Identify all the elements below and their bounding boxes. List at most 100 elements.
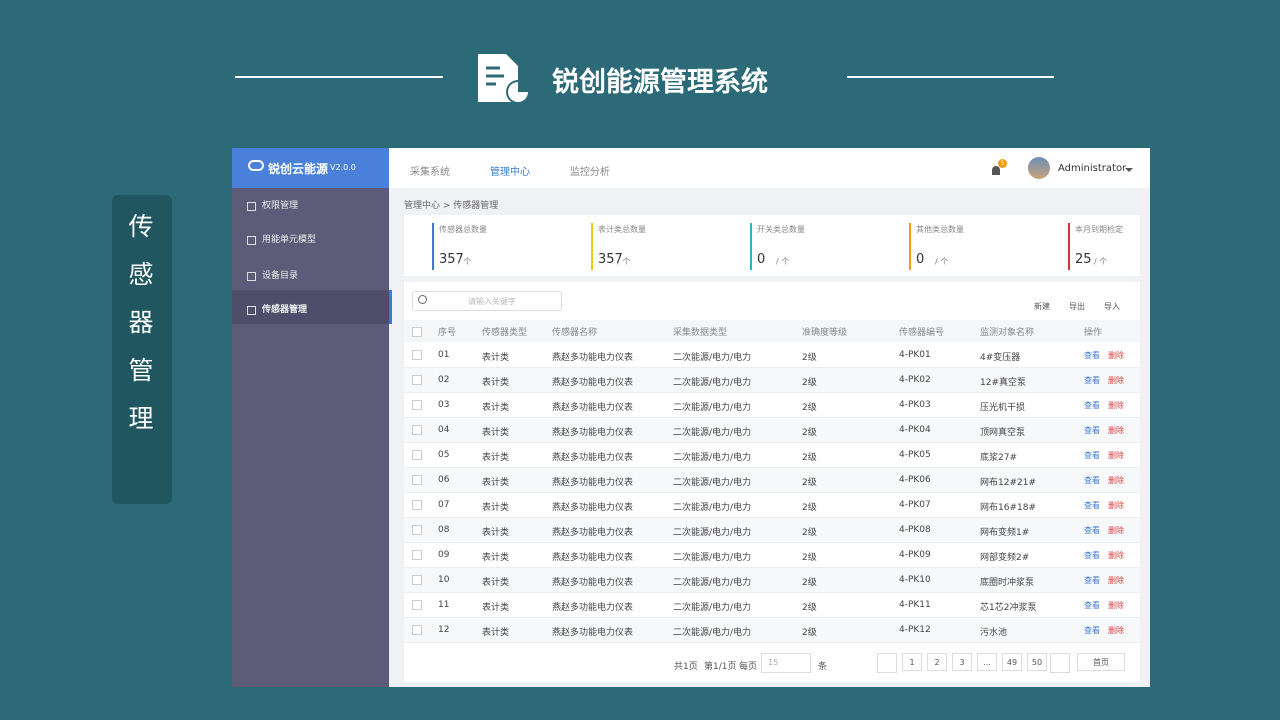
row-line xyxy=(404,367,1140,368)
table-cell: 2级 xyxy=(802,353,817,363)
toolbar-button[interactable]: 导入 xyxy=(1104,302,1120,311)
user-name[interactable]: Administrator xyxy=(1058,163,1127,174)
avatar xyxy=(1028,157,1050,179)
checkbox[interactable] xyxy=(412,425,422,435)
menu-icon xyxy=(247,202,256,211)
view-link[interactable]: 查看 xyxy=(1084,426,1100,435)
view-link[interactable]: 查看 xyxy=(1084,351,1100,360)
menu-active xyxy=(232,290,392,324)
table-cell: 4-PK04 xyxy=(899,425,931,435)
delete-link[interactable]: 删除 xyxy=(1108,451,1124,460)
delete-link[interactable]: 删除 xyxy=(1108,476,1124,485)
bell xyxy=(992,166,1000,175)
table-cell: 网布12#21# xyxy=(980,478,1036,488)
checkbox[interactable] xyxy=(412,450,422,460)
table-cell: 芯1芯2冲浆泵 xyxy=(980,603,1037,613)
sidebar xyxy=(232,148,389,687)
table-cell: 二次能源/电力/电力 xyxy=(673,553,752,563)
page-button[interactable]: 3 xyxy=(952,653,972,671)
checkbox[interactable] xyxy=(412,525,422,535)
stat-unit: / 个 xyxy=(617,257,631,266)
first-page[interactable]: 首页 xyxy=(1077,653,1125,671)
table-cell: 燕赵多功能电力仪表 xyxy=(552,403,634,413)
table-cell: 网布变频1# xyxy=(980,528,1030,538)
table-cell: 表计类 xyxy=(482,503,510,513)
checkbox[interactable] xyxy=(412,550,422,560)
menu-item[interactable]: 传感器管理 xyxy=(262,305,308,315)
page-button[interactable]: ... xyxy=(977,653,997,671)
table-cell: 4-PK02 xyxy=(899,375,931,385)
checkbox[interactable] xyxy=(412,475,422,485)
delete-link[interactable]: 删除 xyxy=(1108,626,1124,635)
checkbox[interactable] xyxy=(412,350,422,360)
table-cell: 2级 xyxy=(802,578,817,588)
menu-item[interactable]: 设备目录 xyxy=(262,271,299,281)
view-link[interactable]: 查看 xyxy=(1084,376,1100,385)
stat-bar xyxy=(432,223,434,270)
stat-unit: / 个 xyxy=(776,257,790,266)
view-link[interactable]: 查看 xyxy=(1084,626,1100,635)
table-cell: 4-PK06 xyxy=(899,475,931,485)
nav-item[interactable]: 监控分析 xyxy=(570,167,610,178)
table-cell: 网部变频2# xyxy=(980,553,1030,563)
menu-item[interactable]: 用能单元模型 xyxy=(262,235,317,245)
delete-link[interactable]: 删除 xyxy=(1108,551,1124,560)
nav-item[interactable]: 采集系统 xyxy=(410,167,450,178)
menu-icon xyxy=(247,306,256,315)
table-cell: 2级 xyxy=(802,378,817,388)
toolbar-button[interactable]: 导出 xyxy=(1069,302,1085,311)
delete-link[interactable]: 删除 xyxy=(1108,376,1124,385)
page-button[interactable]: 2 xyxy=(927,653,947,671)
delete-link[interactable]: 删除 xyxy=(1108,501,1124,510)
delete-link[interactable]: 删除 xyxy=(1108,601,1124,610)
page-button[interactable]: 50 xyxy=(1027,653,1047,671)
search-icon xyxy=(418,295,427,304)
checkbox[interactable] xyxy=(412,500,422,510)
view-link[interactable]: 查看 xyxy=(1084,601,1100,610)
table-cell: 2级 xyxy=(802,503,817,513)
table-cell: 燕赵多功能电力仪表 xyxy=(552,528,634,538)
table-cell: 二次能源/电力/电力 xyxy=(673,603,752,613)
delete-link[interactable]: 删除 xyxy=(1108,426,1124,435)
logo-bar: 锐创云能源 V2.0.0 xyxy=(232,148,389,188)
view-link[interactable]: 查看 xyxy=(1084,526,1100,535)
per-page-select[interactable]: 15 xyxy=(761,653,811,673)
stat-unit: / 个 xyxy=(1094,257,1108,266)
table-cell: 燕赵多功能电力仪表 xyxy=(552,428,634,438)
page-current: 第1/1页 xyxy=(704,662,737,672)
toolbar-button[interactable]: 新建 xyxy=(1034,302,1050,311)
nav-item[interactable]: 管理中心 xyxy=(490,167,530,178)
checkbox[interactable] xyxy=(412,600,422,610)
page-button[interactable]: 1 xyxy=(902,653,922,671)
checkbox[interactable] xyxy=(412,625,422,635)
view-link[interactable]: 查看 xyxy=(1084,451,1100,460)
menu-item[interactable]: 权限管理 xyxy=(262,201,299,211)
delete-link[interactable]: 删除 xyxy=(1108,526,1124,535)
table-cell: 燕赵多功能电力仪表 xyxy=(552,478,634,488)
table-cell: 表计类 xyxy=(482,453,510,463)
delete-link[interactable]: 删除 xyxy=(1108,401,1124,410)
stats-panel xyxy=(404,215,1140,276)
view-link[interactable]: 查看 xyxy=(1084,576,1100,585)
checkbox[interactable] xyxy=(412,575,422,585)
stat-bar xyxy=(909,223,911,270)
search-box[interactable]: 请输入关键字 xyxy=(412,291,562,311)
view-link[interactable]: 查看 xyxy=(1084,501,1100,510)
page-button[interactable]: 49 xyxy=(1002,653,1022,671)
table-cell: 06 xyxy=(438,475,450,485)
prev-page[interactable] xyxy=(877,653,897,673)
stat-value: 357 xyxy=(598,252,623,267)
table-cell: 燕赵多功能电力仪表 xyxy=(552,453,634,463)
checkbox[interactable] xyxy=(412,327,422,337)
delete-link[interactable]: 删除 xyxy=(1108,576,1124,585)
checkbox[interactable] xyxy=(412,400,422,410)
checkbox[interactable] xyxy=(412,375,422,385)
view-link[interactable]: 查看 xyxy=(1084,476,1100,485)
delete-link[interactable]: 删除 xyxy=(1108,351,1124,360)
view-link[interactable]: 查看 xyxy=(1084,551,1100,560)
table-cell: 2级 xyxy=(802,603,817,613)
next-page[interactable] xyxy=(1050,653,1070,673)
view-link[interactable]: 查看 xyxy=(1084,401,1100,410)
slide-title: 锐创能源管理系统 xyxy=(552,67,768,98)
table-cell: 07 xyxy=(438,500,450,510)
